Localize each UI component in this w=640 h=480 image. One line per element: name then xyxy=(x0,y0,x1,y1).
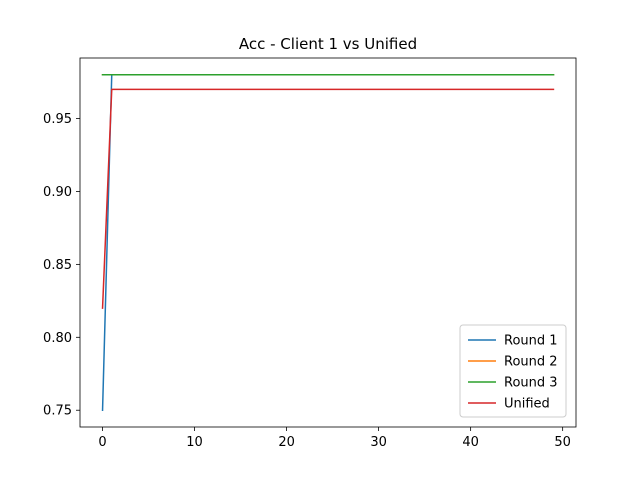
y-tick-label: 0.95 xyxy=(43,112,72,127)
series-line-unified xyxy=(101,88,555,309)
x-tick-label: 40 xyxy=(462,435,479,450)
x-tick-label: 50 xyxy=(554,435,571,450)
x-tick-label: 20 xyxy=(278,435,295,450)
legend-box xyxy=(459,324,567,418)
y-tick-label: 0.85 xyxy=(43,258,72,273)
legend-label: Round 2 xyxy=(504,355,558,370)
legend-label: Round 1 xyxy=(504,334,558,349)
x-tick-label: 30 xyxy=(370,435,387,450)
plot-area: 0 10 20 30 40 50 0.75 0.80 0.85 0.90 0.95 xyxy=(43,57,577,450)
x-tick-label: 0 xyxy=(98,435,106,450)
y-tick-label: 0.80 xyxy=(43,331,72,346)
axes-frame xyxy=(79,57,577,428)
chart-title: Acc - Client 1 vs Unified xyxy=(239,35,417,53)
legend-label: Unified xyxy=(504,397,550,412)
series-lines xyxy=(101,74,555,412)
legend: Round 1 Round 2 Round 3 Unified xyxy=(459,324,567,418)
x-tick-label: 10 xyxy=(186,435,203,450)
y-tick-label: 0.90 xyxy=(43,185,72,200)
legend-label: Round 3 xyxy=(504,376,558,391)
y-tick-label: 0.75 xyxy=(43,404,72,419)
